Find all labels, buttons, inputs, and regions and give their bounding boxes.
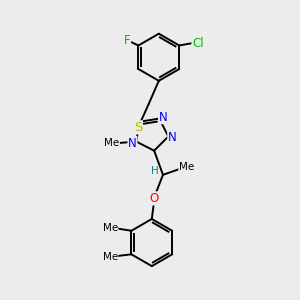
Text: Me: Me	[179, 163, 194, 172]
Text: N: N	[159, 111, 167, 124]
Text: N: N	[128, 136, 137, 149]
Text: N: N	[168, 131, 176, 144]
Text: Me: Me	[104, 138, 119, 148]
Text: Me: Me	[103, 252, 118, 262]
Text: S: S	[134, 121, 142, 134]
Text: O: O	[149, 192, 159, 205]
Text: Me: Me	[103, 223, 118, 233]
Text: H: H	[151, 166, 159, 176]
Text: F: F	[124, 34, 130, 47]
Text: Cl: Cl	[192, 37, 204, 50]
